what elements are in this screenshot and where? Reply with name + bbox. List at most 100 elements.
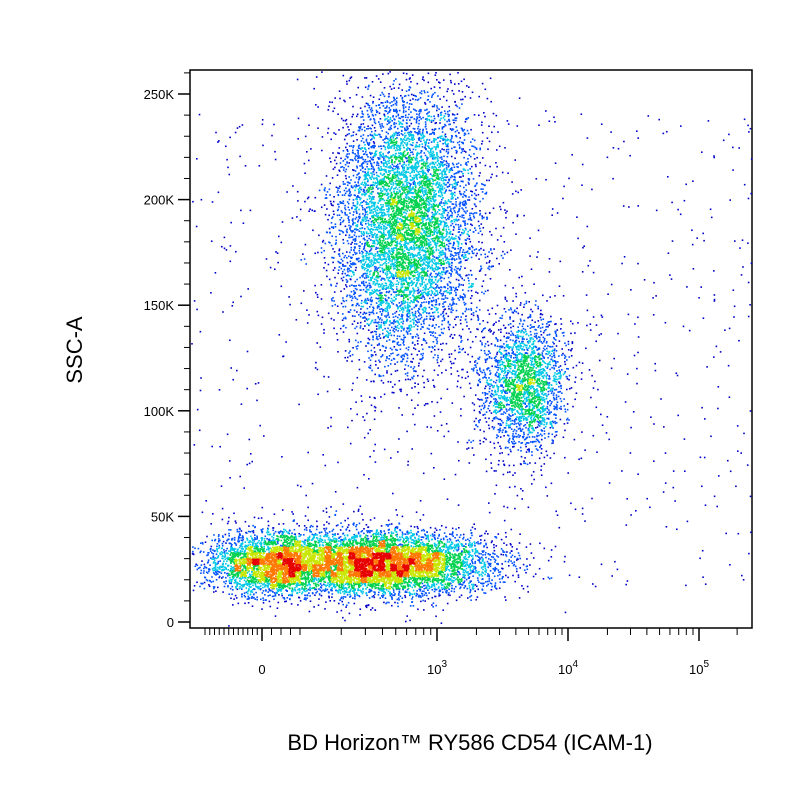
event-dot [379, 597, 382, 599]
event-dot [455, 119, 457, 122]
event-dot [558, 407, 561, 410]
event-dot [421, 344, 423, 346]
event-dot [462, 204, 465, 207]
event-dot [345, 317, 347, 320]
event-dot [347, 206, 350, 209]
event-dot [435, 72, 437, 74]
event-dot [407, 378, 409, 381]
event-dot [434, 91, 436, 94]
event-dot [406, 125, 408, 128]
event-dot [420, 529, 423, 532]
event-dot [232, 378, 234, 381]
event-dot [422, 128, 424, 131]
event-dot [567, 472, 569, 474]
event-dot [465, 274, 467, 277]
event-dot [278, 334, 281, 336]
event-dot [519, 446, 522, 449]
event-dot [462, 142, 464, 145]
event-dot [281, 509, 284, 511]
event-dot [394, 526, 397, 529]
event-dot [494, 365, 497, 368]
event-dot [445, 145, 448, 148]
event-dot [435, 122, 437, 124]
event-dot [477, 372, 479, 375]
event-dot [490, 467, 493, 469]
event-dot [254, 534, 256, 536]
event-dot [228, 516, 230, 519]
event-dot [322, 454, 324, 456]
event-dot [249, 209, 252, 212]
event-dot [479, 558, 481, 560]
event-dot [369, 249, 372, 251]
event-dot [366, 297, 369, 300]
event-dot [335, 524, 338, 527]
event-dot [475, 165, 477, 168]
event-dot [375, 364, 377, 366]
event-dot [485, 581, 487, 583]
event-dot [561, 392, 563, 394]
event-dot [526, 325, 529, 327]
event-dot [434, 595, 436, 598]
event-dot [459, 351, 461, 353]
event-dot [464, 259, 467, 262]
event-dot [351, 219, 354, 221]
event-dot [484, 352, 486, 355]
event-dot [357, 258, 359, 260]
event-dot [211, 576, 213, 578]
event-dot [518, 97, 521, 99]
event-dot [465, 578, 468, 581]
event-dot [289, 303, 291, 306]
event-dot [421, 590, 424, 593]
event-dot [507, 446, 509, 449]
event-dot [490, 234, 493, 236]
event-dot [398, 599, 400, 601]
event-dot [506, 551, 508, 553]
event-dot [489, 372, 492, 374]
event-dot [429, 315, 432, 317]
event-dot [388, 93, 390, 95]
event-dot [323, 204, 326, 206]
event-dot [234, 594, 237, 597]
event-dot [429, 526, 432, 529]
event-dot [553, 389, 556, 391]
event-dot [506, 120, 509, 122]
event-dot [420, 314, 422, 316]
event-dot [387, 519, 390, 522]
event-dot [356, 486, 359, 489]
event-dot [407, 327, 410, 329]
event-dot [505, 553, 507, 556]
event-dot [281, 533, 284, 536]
event-dot [357, 160, 360, 162]
event-dot [489, 385, 491, 388]
event-dot [429, 133, 431, 136]
event-dot [400, 115, 403, 118]
event-dot [494, 561, 496, 563]
event-dot [464, 242, 467, 244]
event-dot [426, 531, 428, 533]
event-dot [525, 546, 528, 548]
event-dot [364, 325, 366, 327]
event-dot [370, 303, 372, 306]
event-dot [347, 165, 350, 168]
event-dot [382, 336, 385, 339]
event-dot [734, 240, 736, 242]
event-dot [452, 362, 455, 365]
event-dot [219, 539, 221, 542]
event-dot [608, 438, 610, 441]
event-dot [328, 595, 330, 598]
event-dot [357, 532, 360, 535]
event-dot [701, 406, 703, 409]
event-dot [374, 593, 376, 595]
event-dot [519, 533, 521, 535]
event-dot [484, 290, 487, 293]
event-dot [432, 341, 435, 343]
event-dot [367, 125, 369, 127]
event-dot [383, 87, 386, 89]
event-dot [592, 583, 594, 585]
event-dot [463, 134, 466, 137]
event-dot [416, 525, 419, 528]
event-dot [318, 593, 321, 596]
event-dot [713, 270, 715, 272]
event-dot [489, 328, 491, 331]
event-dot [421, 146, 424, 148]
